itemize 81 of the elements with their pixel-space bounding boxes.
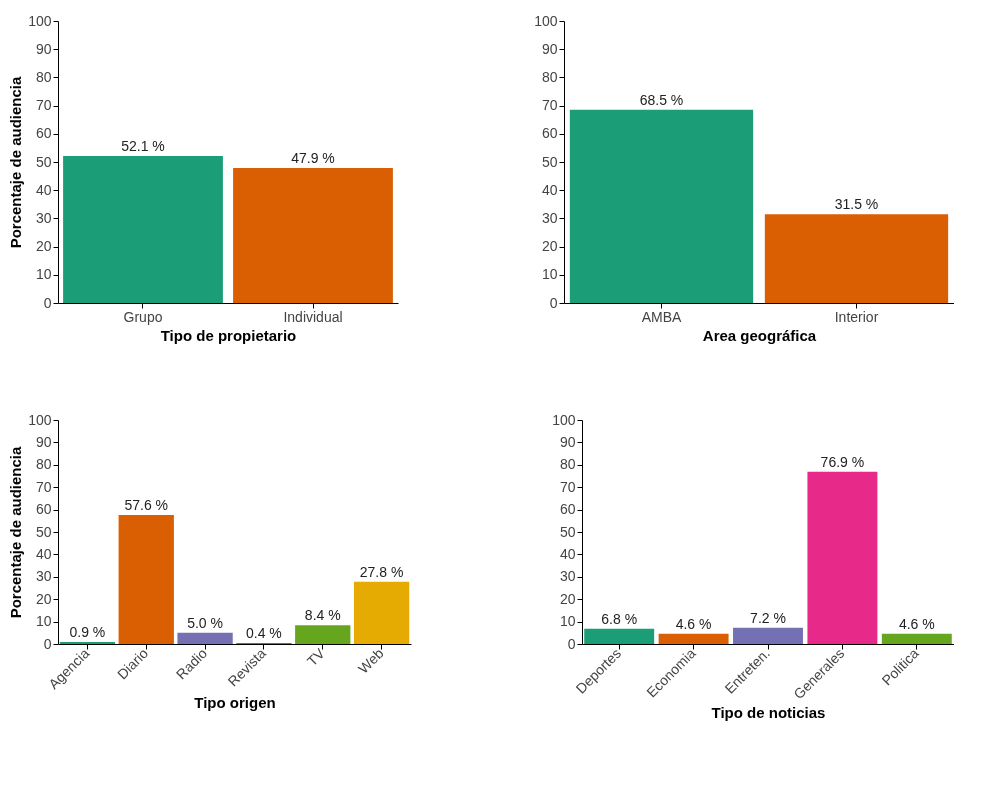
y-tick-label: 100	[28, 411, 52, 428]
x-tick-label: Web	[355, 644, 387, 677]
y-tick-label: 60	[559, 501, 576, 518]
x-tick-label: TV	[303, 644, 329, 670]
y-tick-label: 40	[35, 545, 52, 562]
data-label: 5.0 %	[187, 614, 223, 631]
y-tick-label: 60	[541, 125, 558, 142]
y-tick-label: 40	[559, 545, 576, 562]
y-tick-label: 50	[35, 153, 52, 170]
bar	[807, 471, 878, 644]
data-label: 0.9 %	[69, 623, 106, 640]
x-axis-title: Tipo de propietario	[160, 326, 297, 344]
y-axis-title: Porcentaje de audiencia	[7, 75, 25, 249]
y-tick-label: 80	[559, 456, 576, 473]
y-tick-label: 20	[35, 590, 52, 607]
y-tick-label: 10	[35, 613, 52, 630]
y-tick-label: 40	[541, 181, 558, 198]
y-tick-label: 10	[35, 266, 52, 283]
y-tick-label: 10	[559, 613, 576, 630]
bar	[733, 627, 803, 644]
y-tick-label: 70	[35, 478, 52, 495]
y-tick-label: 100	[534, 12, 558, 29]
data-label: 6.8 %	[601, 610, 638, 627]
data-label: 0.4 %	[246, 625, 282, 642]
y-tick-label: 80	[35, 456, 52, 473]
y-tick-label: 40	[35, 181, 52, 198]
y-tick-label: 90	[541, 40, 558, 57]
y-tick-label: 80	[35, 68, 52, 85]
data-label: 8.4 %	[304, 607, 341, 624]
y-tick-label: 70	[541, 97, 558, 114]
data-label: 4.6 %	[675, 615, 712, 632]
y-tick-label: 80	[541, 68, 558, 85]
data-label: 31.5 %	[834, 196, 879, 213]
x-axis-title: Area geográfica	[702, 326, 817, 344]
x-axis-title: Tipo de noticias	[711, 704, 826, 722]
x-tick-label: Grupo	[123, 308, 163, 325]
y-tick-label: 70	[35, 97, 52, 114]
bar	[584, 628, 655, 644]
data-label: 47.9 %	[291, 149, 335, 166]
y-tick-label: 20	[35, 238, 52, 255]
x-axis-title: Tipo origen	[194, 694, 276, 712]
y-tick-label: 20	[541, 238, 558, 255]
x-tick-label: Interior	[834, 308, 879, 325]
y-tick-label: 50	[559, 523, 576, 540]
bar	[59, 641, 116, 644]
data-label: 7.2 %	[750, 609, 786, 626]
y-tick-label: 0	[43, 294, 52, 311]
y-tick-label: 30	[541, 209, 558, 226]
bar	[295, 625, 351, 644]
data-label: 27.8 %	[359, 563, 404, 580]
bar	[658, 633, 729, 644]
bar	[118, 514, 174, 644]
y-tick-label: 0	[43, 635, 52, 652]
y-tick-label: 90	[35, 40, 52, 57]
y-tick-label: 50	[35, 523, 52, 540]
data-label: 57.6 %	[124, 496, 169, 513]
y-tick-label: 100	[552, 411, 576, 428]
y-tick-label: 70	[559, 478, 576, 495]
x-tick-label: Individual	[283, 308, 343, 325]
y-tick-label: 0	[567, 635, 576, 652]
data-label: 52.1 %	[121, 138, 165, 155]
data-label: 68.5 %	[639, 91, 684, 108]
data-label: 76.9 %	[820, 453, 865, 470]
y-tick-label: 90	[559, 433, 576, 450]
y-tick-label: 10	[541, 266, 558, 283]
y-tick-label: 60	[35, 501, 52, 518]
y-tick-label: 60	[35, 125, 52, 142]
y-tick-label: 30	[35, 209, 52, 226]
y-tick-label: 90	[35, 433, 52, 450]
y-tick-label: 50	[541, 153, 558, 170]
bar	[881, 633, 952, 644]
y-tick-label: 30	[559, 568, 576, 585]
x-tick-label: AMBA	[641, 308, 682, 325]
data-label: 4.6 %	[898, 615, 935, 632]
y-tick-label: 100	[28, 12, 52, 29]
y-tick-label: 0	[549, 294, 558, 311]
bar	[177, 632, 233, 644]
y-tick-label: 30	[35, 568, 52, 585]
y-axis-title: Porcentaje de audiencia	[7, 445, 25, 619]
y-tick-label: 20	[559, 590, 576, 607]
bar	[353, 581, 410, 644]
